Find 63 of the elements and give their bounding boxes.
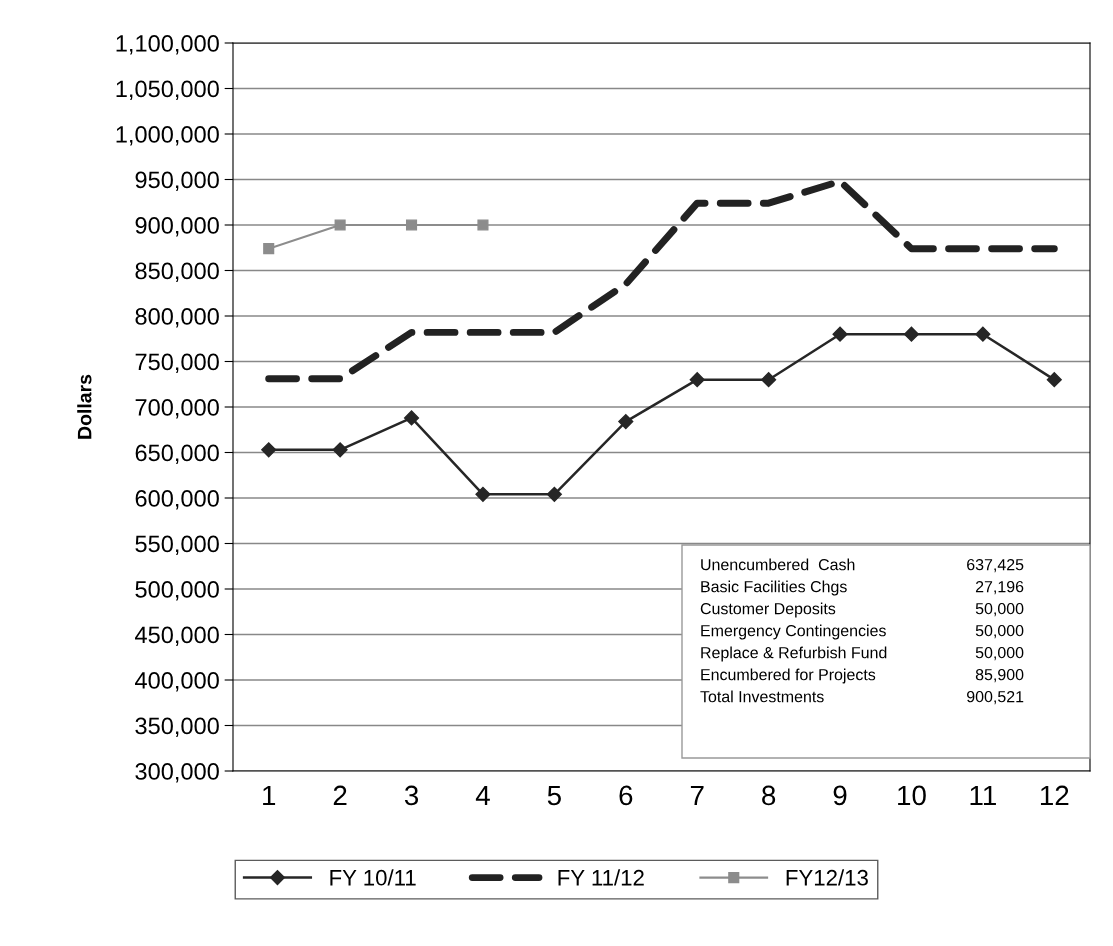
x-tick-label: 10 xyxy=(898,785,926,806)
annotation: Encumbered for Projects xyxy=(701,668,876,684)
point xyxy=(261,442,277,458)
y-tick-label: 650,000 xyxy=(135,444,219,465)
point xyxy=(263,243,275,255)
x-tick-label: 5 xyxy=(547,785,561,806)
point xyxy=(689,372,705,388)
x-tick-label: 1 xyxy=(263,785,276,806)
point xyxy=(403,410,420,426)
annotation: Customer Deposits xyxy=(700,602,836,618)
point xyxy=(761,372,777,388)
legend-label: FY 10/11 xyxy=(330,869,416,886)
y-tick-label: 750,000 xyxy=(135,353,219,374)
point xyxy=(832,326,848,342)
x-tick-label: 7 xyxy=(690,785,704,806)
y-tick-label: 1,050,000 xyxy=(116,80,219,101)
y-tick-label: 400,000 xyxy=(135,672,219,692)
annotation: 50,000 xyxy=(975,646,1024,661)
x-tick-label: 4 xyxy=(475,785,490,806)
point xyxy=(975,326,991,342)
point xyxy=(475,486,491,502)
y-tick-label: 900,000 xyxy=(135,217,219,237)
annotation: Total Investments xyxy=(700,690,824,703)
y-tick-label: 950,000 xyxy=(135,171,219,192)
legend-label: FY 11/12 xyxy=(558,869,644,886)
x-tick-label: 6 xyxy=(619,785,633,806)
point xyxy=(332,442,348,458)
y-tick-label: 450,000 xyxy=(135,626,219,647)
y-tick-label: 350,000 xyxy=(135,717,219,738)
y-tick-label: 850,000 xyxy=(135,262,219,283)
annotation: 50,000 xyxy=(975,624,1024,639)
y-tick-label: 550,000 xyxy=(135,535,219,556)
x-tick-label: 12 xyxy=(1040,785,1069,806)
annotation: 637,425 xyxy=(967,558,1024,573)
point xyxy=(546,486,562,502)
x-tick-label: 11 xyxy=(970,785,996,806)
x-tick-label: 8 xyxy=(762,785,776,806)
annotation: 900,521 xyxy=(967,690,1024,705)
y-tick-label: 600,000 xyxy=(135,490,219,510)
point xyxy=(1046,372,1062,388)
annotation: Replace & Refurbish Fund xyxy=(701,646,887,662)
legend-label: FY12/13 xyxy=(786,869,868,886)
annotation: 27,196 xyxy=(975,580,1024,595)
y-tick-label: 300,000 xyxy=(135,763,219,783)
y-tick-label: 800,000 xyxy=(135,308,219,328)
point xyxy=(334,219,346,231)
y-tick-label: 1,000,000 xyxy=(116,126,219,146)
y-tick-label: 700,000 xyxy=(135,399,219,419)
point xyxy=(405,219,418,231)
point xyxy=(477,219,489,231)
point xyxy=(618,413,634,430)
annotation: 50,000 xyxy=(975,602,1024,617)
y-tick-label: 500,000 xyxy=(135,581,219,601)
y-axis-title: Dollars xyxy=(77,374,92,439)
x-tick-label: 2 xyxy=(333,785,347,806)
point xyxy=(903,326,920,342)
annotation: Unencumbered Cash xyxy=(701,558,855,571)
x-tick-label: 9 xyxy=(833,785,847,806)
y-tick-label: 1,100,000 xyxy=(116,35,219,55)
annotation: 85,900 xyxy=(975,668,1024,683)
x-tick-label: 3 xyxy=(404,785,419,806)
annotation: Basic Facilities Chgs xyxy=(701,580,847,596)
annotation: Emergency Contingencies xyxy=(701,624,886,640)
